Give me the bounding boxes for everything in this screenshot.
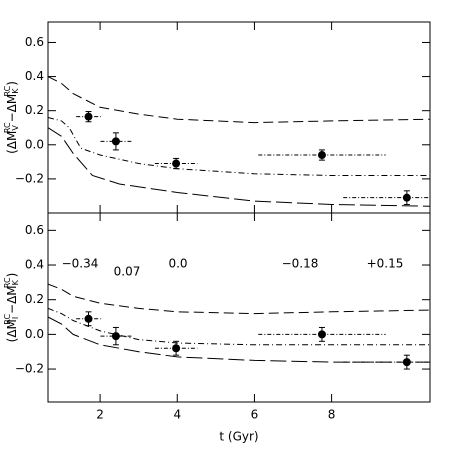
label-part: RC — [3, 314, 12, 325]
x-tick-label: 2 — [96, 408, 104, 422]
model-curve — [48, 76, 430, 124]
annotation: 0.0 — [168, 257, 187, 271]
data-point — [111, 332, 120, 341]
data-point — [402, 358, 411, 367]
model-curve — [48, 316, 430, 363]
label-part: (ΔM — [5, 131, 19, 154]
y-axis-label: (ΔMIRC−ΔMKRC) — [3, 273, 20, 343]
panel-frame — [47, 21, 431, 214]
label-part: −ΔM — [5, 285, 19, 314]
x-tick-label: 6 — [251, 408, 259, 422]
y-tick-label: 0.6 — [25, 223, 44, 237]
data-point — [317, 151, 326, 160]
data-point — [84, 112, 93, 121]
y-axis-label: (ΔMVRC−ΔMKRC) — [3, 81, 20, 154]
data-point — [111, 137, 120, 146]
data-point — [84, 314, 93, 323]
annotation: −0.34 — [62, 257, 99, 271]
model-curve — [48, 307, 430, 346]
annotation: −0.18 — [282, 257, 319, 271]
label-part: ) — [5, 273, 19, 278]
x-tick-label: 8 — [328, 408, 336, 422]
data-point — [402, 193, 411, 202]
y-tick-label: 0.6 — [25, 35, 44, 49]
y-tick-label: −0.2 — [15, 362, 44, 376]
panel-frame — [47, 212, 431, 403]
label-part: RC — [3, 85, 12, 96]
model-curve — [48, 283, 430, 315]
y-tick-label: 0.0 — [25, 137, 44, 151]
label-part: RC — [3, 122, 12, 133]
y-tick-label: 0.0 — [25, 327, 44, 341]
data-point — [172, 344, 181, 353]
label-part: ) — [5, 81, 19, 86]
plot-area — [48, 76, 430, 207]
label-part: I — [11, 317, 20, 319]
label-part: (ΔM — [5, 319, 19, 342]
data-point — [317, 330, 326, 339]
label-part: K — [11, 279, 20, 285]
model-curve — [48, 117, 430, 176]
y-tick-label: 0.4 — [25, 258, 44, 272]
annotation: 0.07 — [114, 265, 141, 279]
label-part: −ΔM — [5, 94, 19, 123]
label-part: RC — [3, 277, 12, 288]
data-point — [172, 159, 181, 168]
model-curve — [48, 127, 430, 207]
annotation: +0.15 — [367, 257, 404, 271]
y-tick-label: −0.2 — [15, 171, 44, 185]
y-tick-label: 0.2 — [25, 292, 44, 306]
y-tick-label: 0.4 — [25, 69, 44, 83]
plot-area — [48, 283, 430, 370]
y-tick-label: 0.2 — [25, 103, 44, 117]
x-tick-label: 4 — [173, 408, 181, 422]
label-part: V — [11, 125, 20, 131]
label-part: K — [11, 88, 20, 94]
x-axis-label: t (Gyr) — [219, 430, 258, 444]
